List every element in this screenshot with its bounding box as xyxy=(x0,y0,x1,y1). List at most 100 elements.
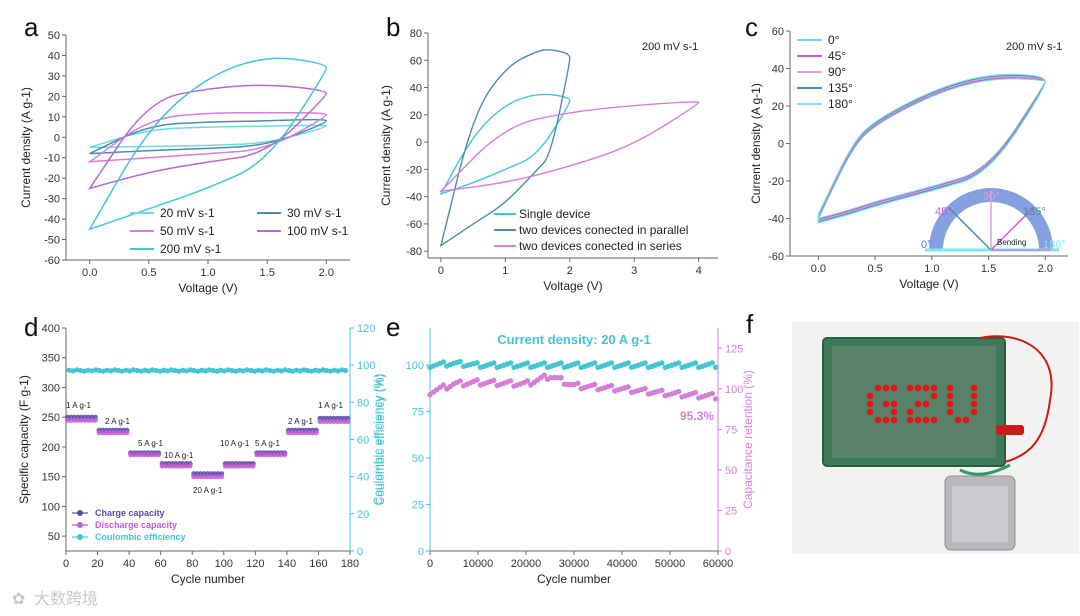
y-tick-label: 0 xyxy=(418,546,424,558)
retention-point xyxy=(625,384,631,390)
led-dot xyxy=(890,408,898,416)
retention-point xyxy=(712,396,719,402)
cv-curve xyxy=(817,74,1046,223)
x-tick-label: 4 xyxy=(696,265,702,277)
x-tick-label: 120 xyxy=(246,558,264,570)
y-tick-label: 50 xyxy=(48,531,60,543)
angle-label-90: 90° xyxy=(983,191,1000,203)
battery-foil xyxy=(952,486,1008,542)
angle-label-0: 0° xyxy=(921,239,932,251)
board-grid xyxy=(832,346,996,458)
y-tick-label: -60 xyxy=(44,255,60,267)
y-tick-label: -60 xyxy=(768,251,784,263)
bending-ray xyxy=(990,207,1034,251)
discharge-point xyxy=(124,430,130,436)
ce-point xyxy=(692,360,699,366)
x-tick-label: 1.0 xyxy=(200,267,215,279)
y-tick-label: -20 xyxy=(768,176,784,188)
retention-point xyxy=(692,389,699,396)
x-tick-label: 2 xyxy=(567,265,573,277)
x-tick-label: 60000 xyxy=(703,558,734,570)
panel-label-d: d xyxy=(24,312,38,342)
y-tick-label: -80 xyxy=(406,246,422,258)
retention-point xyxy=(608,382,615,389)
cv-curve xyxy=(817,78,1046,220)
y-axis-title: Current density (A g-1) xyxy=(749,83,763,204)
retention-point xyxy=(491,377,497,383)
ce-point xyxy=(342,367,349,374)
legend-label: 30 mV s-1 xyxy=(287,206,342,220)
retention-point xyxy=(709,390,715,397)
y-tick-label: -10 xyxy=(44,153,60,165)
retention-point xyxy=(659,387,665,393)
x-tick-label: 1 xyxy=(502,265,508,277)
led-dot xyxy=(914,416,922,424)
cv-curve xyxy=(438,101,700,193)
ce-point xyxy=(541,360,547,366)
x-tick-label: 50000 xyxy=(655,558,686,570)
chart-c: 0.0 0.5 1.0 1.5 2.0 -60 -40 -20 0 20 40 60 Voltage (… xyxy=(749,26,1068,291)
bending-ray xyxy=(948,207,992,251)
y-tick-label: -40 xyxy=(406,192,422,204)
led-dot xyxy=(946,392,954,400)
y-axis-title: Specific capacity (F g-1) xyxy=(17,375,31,504)
ce-point xyxy=(524,360,531,366)
discharge-point xyxy=(218,474,225,480)
y-tick-label: 40 xyxy=(410,83,422,95)
retention-point xyxy=(474,377,480,383)
ce-point xyxy=(709,360,715,366)
legend-label: 135° xyxy=(828,81,853,95)
watermark-icon: ✿ xyxy=(12,591,25,608)
y-tick-label: -50 xyxy=(44,235,60,247)
y2-tick-label: 60 xyxy=(357,435,369,447)
retention-point xyxy=(507,378,514,384)
retention-point xyxy=(440,382,447,388)
x-tick-label: 40000 xyxy=(607,558,638,570)
led-dot xyxy=(890,416,898,424)
led-dot xyxy=(930,384,938,392)
y-tick-label: 20 xyxy=(772,101,784,113)
panel-label-e: e xyxy=(386,312,400,342)
led-dot xyxy=(882,384,890,392)
y2-tick-label: 20 xyxy=(357,509,369,521)
x-tick-label: 2.0 xyxy=(319,267,334,279)
ce-point xyxy=(575,360,581,366)
retention-point xyxy=(558,375,564,381)
y-tick-label: 150 xyxy=(42,472,60,484)
y-tick-label: 100 xyxy=(42,501,60,513)
led-dot xyxy=(970,384,978,392)
y2-tick-label: 0 xyxy=(357,546,363,558)
led-dot xyxy=(882,400,890,408)
y-tick-label: 10 xyxy=(48,112,60,124)
x-tick-label: 1.5 xyxy=(981,263,996,275)
y-tick-label: 50 xyxy=(48,30,60,42)
x-tick-label: 20 xyxy=(91,558,103,570)
led-dot xyxy=(970,392,978,400)
y-tick-label: 0 xyxy=(54,132,60,144)
y-tick-label: 400 xyxy=(42,323,60,335)
y-tick-label: 40 xyxy=(48,50,60,62)
x-tick-label: 0 xyxy=(63,558,69,570)
y2-tick-label: 100 xyxy=(725,384,743,396)
ce-point xyxy=(507,360,514,366)
retention-point xyxy=(457,378,463,384)
y2-tick-label: 100 xyxy=(357,360,375,372)
y-tick-label: 50 xyxy=(412,453,424,465)
y-axis-title: Current density (A g-1) xyxy=(19,87,33,208)
led-dot xyxy=(914,400,922,408)
x-tick-label: 60 xyxy=(155,558,167,570)
led-dot xyxy=(906,384,914,392)
y2-tick-label: 50 xyxy=(725,465,737,477)
ce-point xyxy=(659,360,665,366)
watermark-text: 大数跨境 xyxy=(34,589,98,608)
angle-label-180: 180° xyxy=(1043,239,1066,251)
y-tick-label: 0 xyxy=(778,139,784,151)
retention-point xyxy=(591,381,598,388)
angle-label-45: 45° xyxy=(935,206,952,218)
y-tick-label: -40 xyxy=(768,214,784,226)
led-dot xyxy=(922,416,930,424)
legend-label: 50 mV s-1 xyxy=(160,224,215,238)
cv-curve xyxy=(87,84,328,190)
led-dot xyxy=(946,400,954,408)
legend-label: 45° xyxy=(828,49,846,63)
